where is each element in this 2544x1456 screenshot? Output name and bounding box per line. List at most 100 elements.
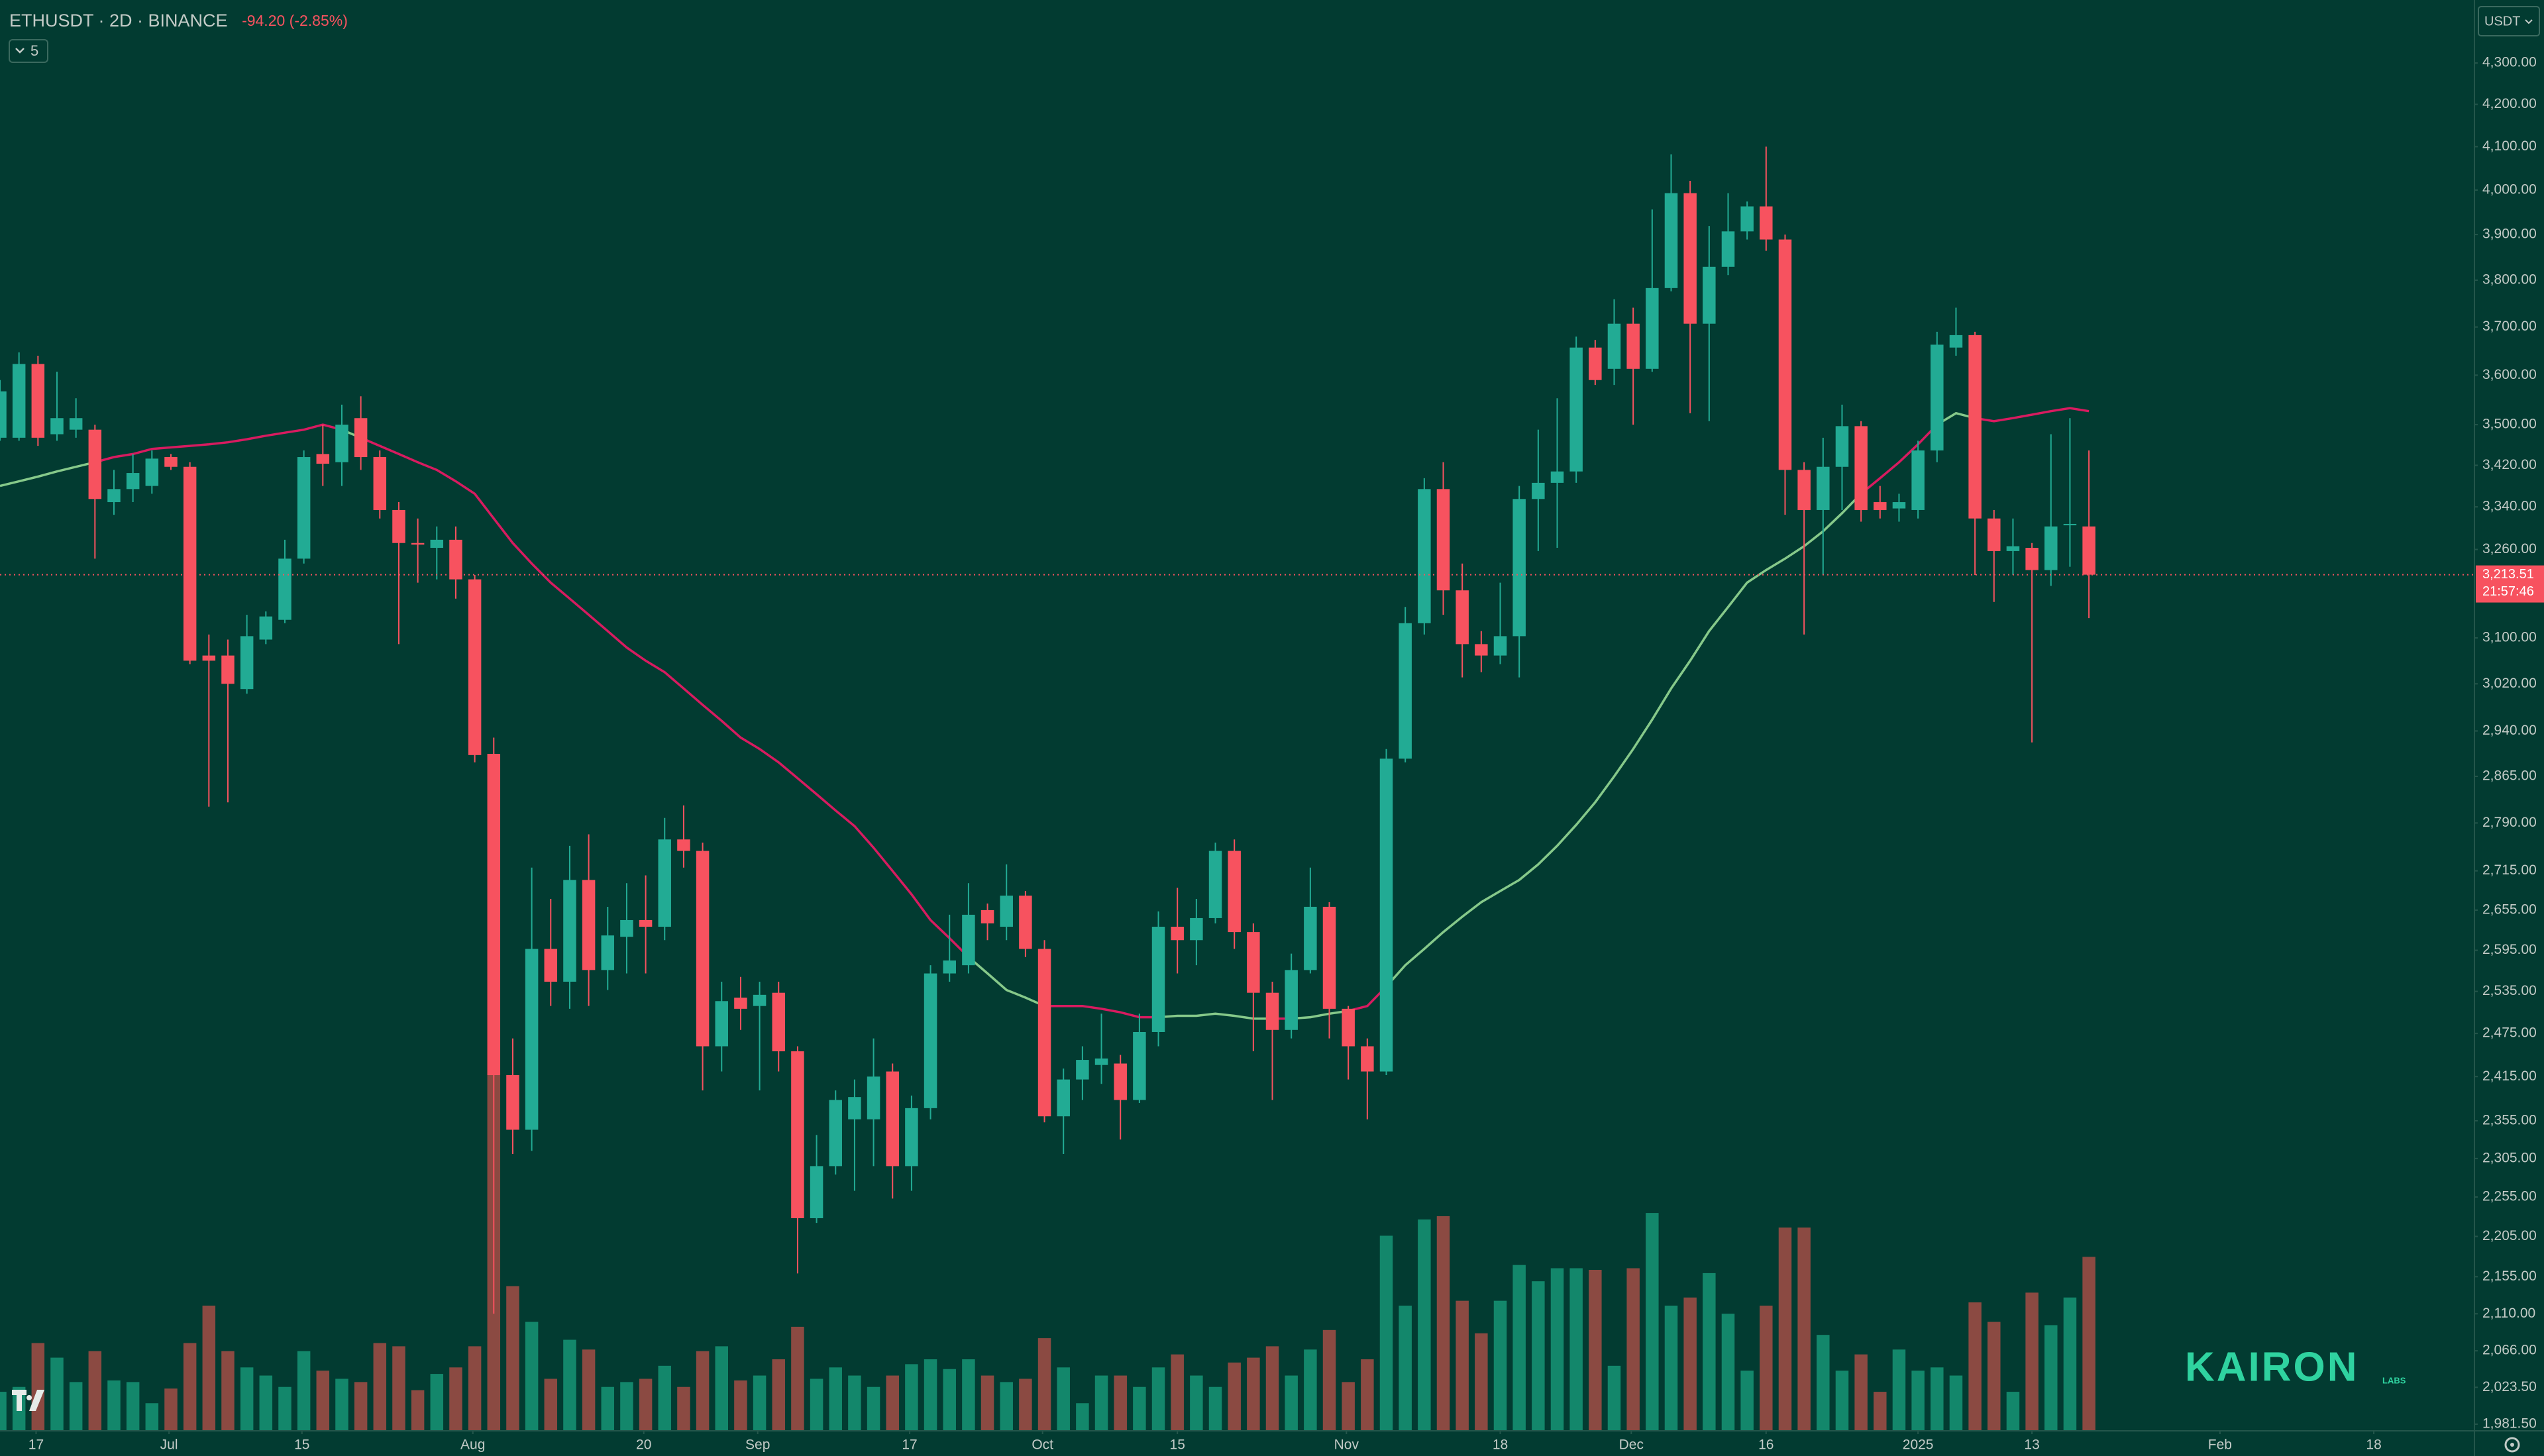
y-tick-label: 2,110.00 (2482, 1306, 2535, 1321)
candle-body (772, 992, 785, 1052)
volume-bar (639, 1378, 653, 1431)
candle-body (601, 935, 615, 970)
candle-body (1532, 482, 1545, 499)
volume-bar (468, 1346, 482, 1431)
y-tick-label: 2,066.00 (2482, 1343, 2537, 1358)
candle-body (1475, 644, 1488, 656)
volume-bar (1532, 1281, 1545, 1431)
volume-bar (848, 1375, 861, 1431)
candle-body (2025, 548, 2039, 570)
candle-body (1285, 970, 1298, 1030)
volume-bar (1512, 1265, 1526, 1431)
candle-body (316, 454, 330, 464)
volume-bar (1019, 1378, 1032, 1431)
volume-bar (753, 1375, 767, 1431)
x-tick-label: Feb (2208, 1437, 2232, 1453)
volume-bar (1911, 1371, 1925, 1431)
volume-bar (1208, 1386, 1222, 1431)
volume-bar (1456, 1300, 1469, 1431)
volume-bar (240, 1367, 254, 1431)
candle-body (1931, 344, 1944, 451)
volume-bar (373, 1343, 387, 1431)
volume-bar (563, 1339, 576, 1431)
settings-button[interactable] (2504, 1437, 2520, 1453)
candle-body (980, 910, 994, 923)
candle-body (240, 636, 254, 690)
volume-bar (1988, 1322, 2001, 1431)
candle-body (867, 1076, 880, 1119)
volume-bar (278, 1386, 292, 1431)
candle-body (734, 998, 747, 1009)
ma-line (1385, 493, 1862, 988)
candle-body (0, 391, 7, 438)
candle-body (202, 655, 216, 661)
volume-bar (544, 1378, 558, 1431)
volume-bar (126, 1382, 140, 1431)
volume-bar (791, 1326, 804, 1431)
candle-body (1589, 347, 1602, 380)
candle-body (1456, 590, 1469, 645)
candle-body (1114, 1063, 1127, 1100)
candle-body (1418, 489, 1431, 623)
y-tick-label: 4,200.00 (2482, 96, 2537, 111)
volume-bar (221, 1351, 235, 1431)
candle-body (164, 457, 178, 467)
volume-bar (1703, 1273, 1716, 1431)
indicators-toggle[interactable]: 5 (9, 39, 48, 63)
x-tick-label: 16 (1758, 1437, 1774, 1453)
volume-bar (1000, 1382, 1013, 1431)
volume-bar (506, 1286, 519, 1431)
candle-body (943, 960, 956, 974)
volume-bar (1418, 1219, 1431, 1431)
candle-body (544, 949, 558, 982)
candle-body (962, 914, 975, 966)
volume-bar (2025, 1292, 2039, 1431)
toggle-box[interactable] (9, 39, 48, 63)
volume-bar (297, 1351, 311, 1431)
candle-body (1228, 851, 1241, 933)
candle-body (183, 466, 197, 661)
volume-bar (1342, 1382, 1355, 1431)
currency-box[interactable] (2478, 6, 2540, 36)
volume-bar (1190, 1375, 1203, 1431)
candle-body (1208, 851, 1222, 918)
price-change: -94.20 (-2.85%) (242, 12, 348, 29)
candle-body (1703, 266, 1716, 324)
y-tick-label: 2,355.00 (2482, 1112, 2537, 1127)
ma-line (1974, 407, 2090, 423)
candle-body (1797, 470, 1811, 510)
volume-bar (867, 1386, 880, 1431)
currency-menu[interactable]: USDT (2478, 6, 2540, 36)
x-tick-label: Dec (1619, 1437, 1644, 1453)
candle-body (1037, 949, 1051, 1117)
volume-bar (50, 1357, 64, 1431)
volume-bar (1721, 1314, 1735, 1431)
volume-bar (449, 1367, 462, 1431)
y-tick-label: 2,535.00 (2482, 983, 2537, 998)
candle-body (1778, 239, 1792, 470)
x-tick-label: 13 (2024, 1437, 2039, 1453)
candle-body (1664, 193, 1678, 288)
candle-body (582, 880, 596, 970)
volume-bar (829, 1367, 842, 1431)
candle-body (1569, 347, 1583, 472)
y-tick-label: 3,600.00 (2482, 367, 2537, 382)
candle-body (924, 973, 937, 1108)
candle-body (1322, 906, 1336, 1009)
y-tick-label: 3,900.00 (2482, 227, 2537, 242)
candle-body (1019, 896, 1032, 949)
volume-bar (1114, 1375, 1127, 1431)
candle-body (373, 457, 387, 510)
y-tick-label: 2,255.00 (2482, 1189, 2537, 1204)
candle-body (639, 919, 653, 927)
x-tick-label: Nov (1334, 1437, 1359, 1453)
time-axis: 17 Jul 15 Aug 20 Sep 17 Oct 15 Nov 18 Dec 16 2025 13 Fe… (28, 1431, 2382, 1453)
candle-body (1874, 502, 1887, 510)
candle-body (2006, 546, 2020, 551)
volume-bar (1589, 1270, 1602, 1431)
legend-header: ETHUSDT · 2D · BINANCE -94.20 (-2.85%) (9, 11, 348, 30)
gear[interactable] (2504, 1437, 2520, 1453)
candle-body (145, 458, 159, 486)
y-tick-label: 1,981.50 (2482, 1416, 2537, 1431)
candle-body (1304, 906, 1317, 970)
